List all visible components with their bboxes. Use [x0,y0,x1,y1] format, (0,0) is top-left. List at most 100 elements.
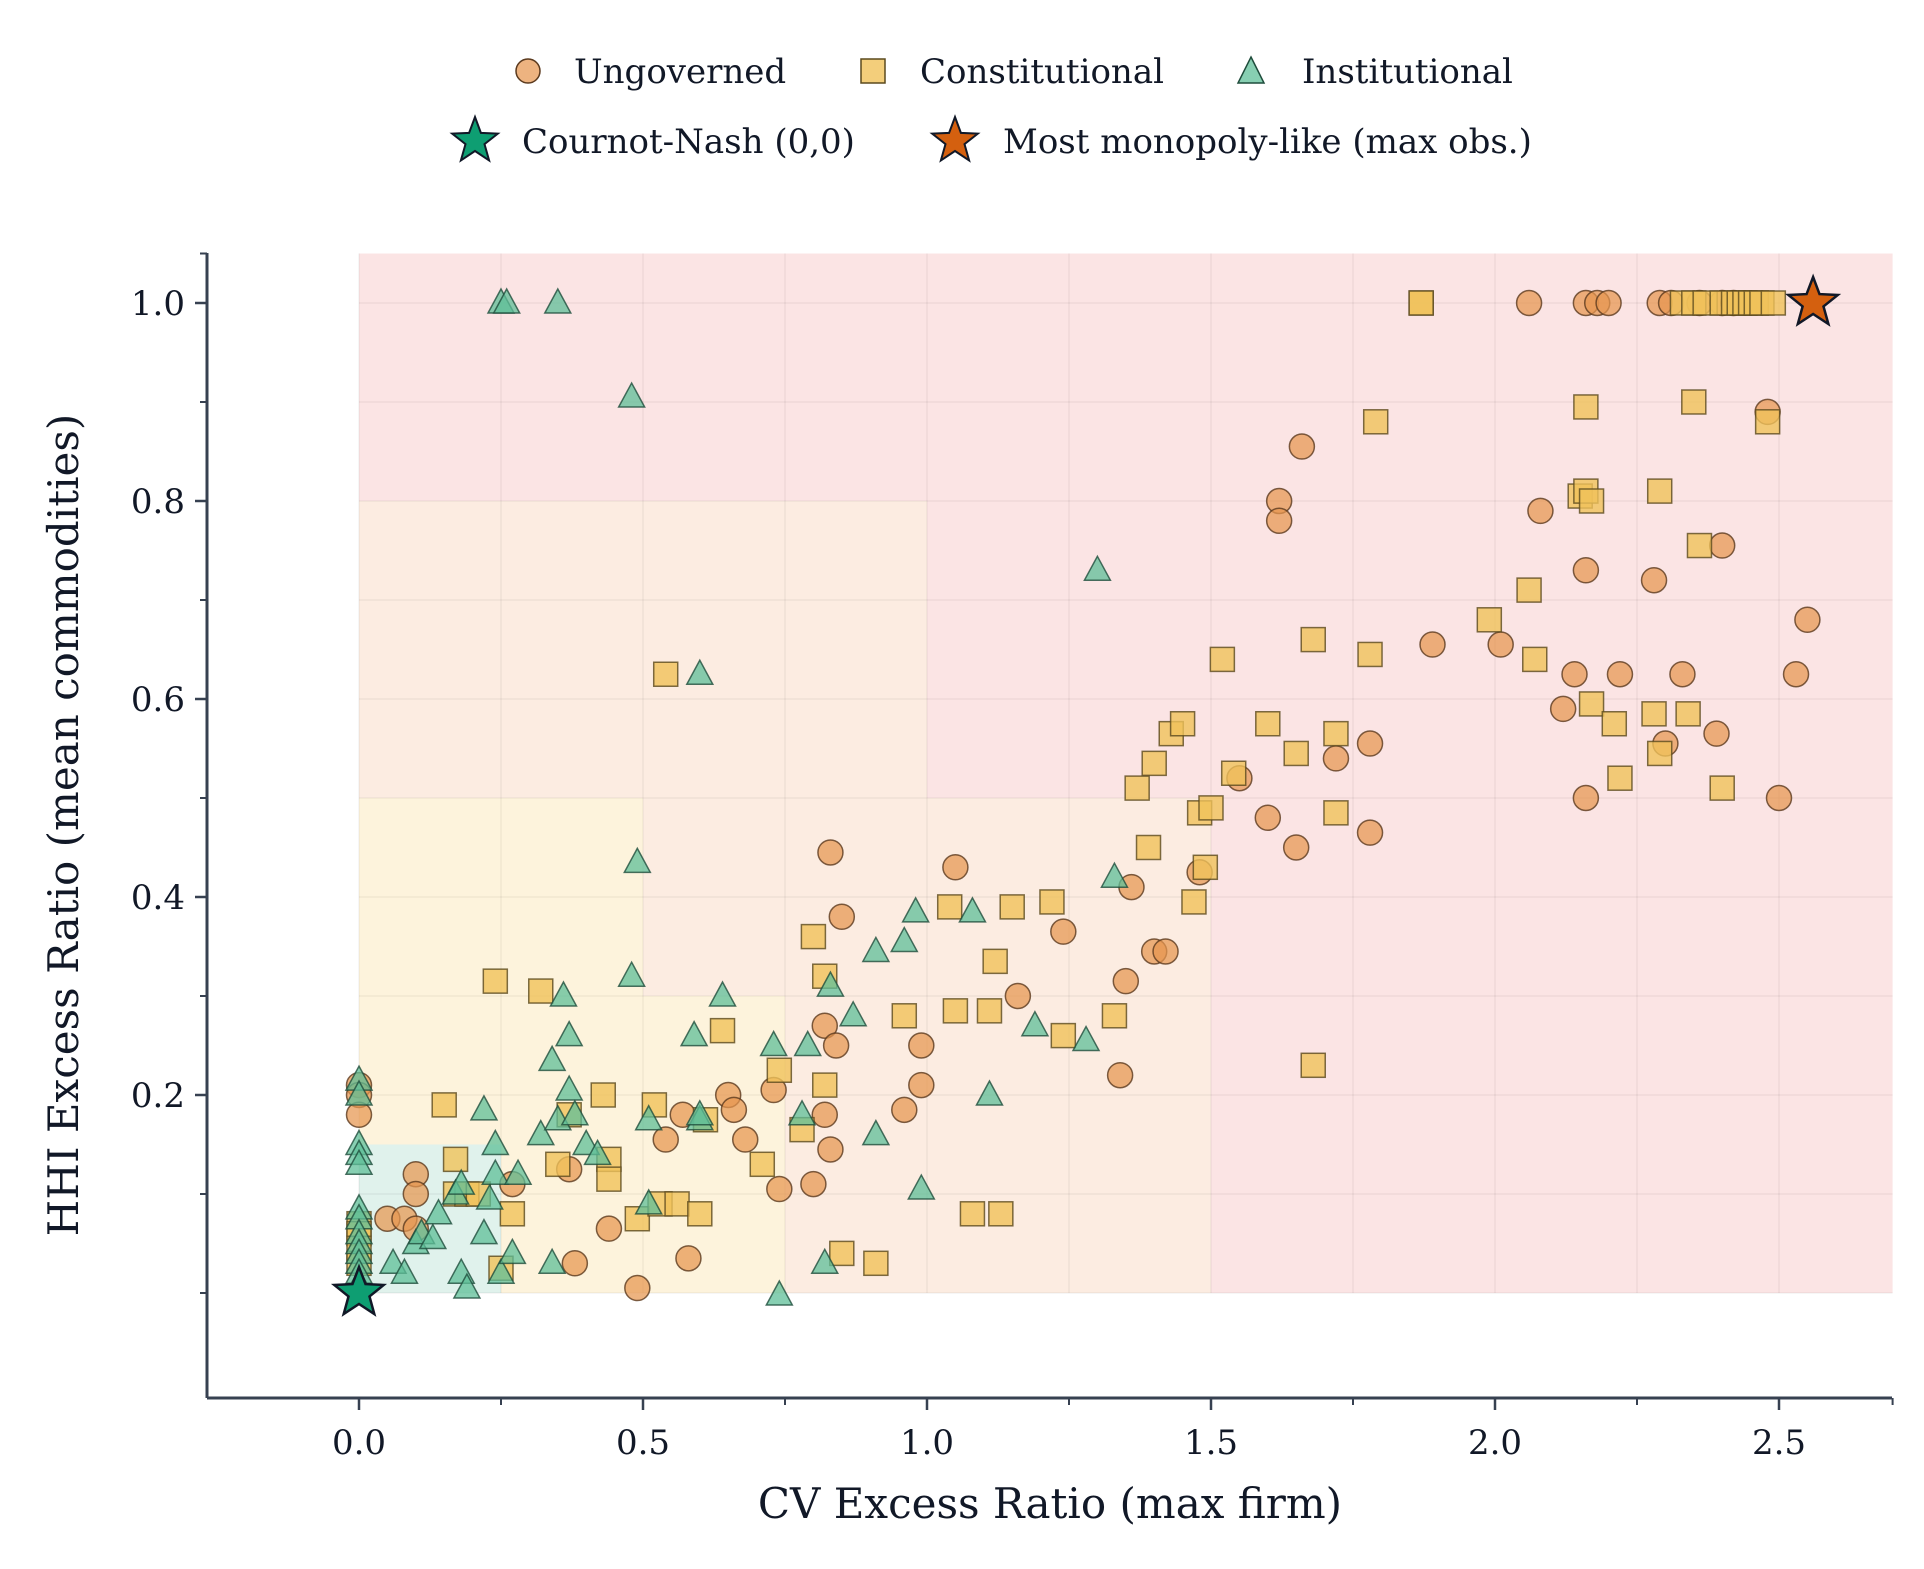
point-institutional [344,1079,374,1106]
point-institutional [1083,554,1112,582]
point-ungoverned [1708,532,1736,559]
point-ungoverned [595,1215,623,1242]
legend-label-cournot-nash: Cournot-Nash (0,0) [522,122,855,162]
point-constitutional [1039,889,1065,915]
point-ungoverned [828,903,856,931]
point-ungoverned [1640,566,1668,594]
axes: 0.0 0.5 1.0 1.5 2.0 2.5 0.2 0.4 0.6 0.8 1.0 [131,252,1894,1463]
point-constitutional [1760,290,1787,316]
y-tick-label: 0.8 [131,482,185,522]
point-constitutional [1607,765,1633,791]
y-tick-label: 0.6 [131,680,185,720]
point-constitutional [1578,488,1605,514]
point-constitutional [1255,711,1281,737]
point-institutional [838,1000,868,1027]
point-institutional [787,1099,817,1126]
region-orange [359,501,927,798]
point-ungoverned [811,1012,839,1039]
point-constitutional [709,1017,736,1044]
point-constitutional [652,661,679,687]
point-institutional [469,1218,499,1245]
star-cournot-nash [330,1263,388,1317]
point-constitutional [1323,720,1349,747]
point-institutional [861,935,891,963]
point-institutional [424,1198,453,1225]
y-axis-label: HHI Excess Ratio (mean commodities) [39,414,88,1237]
point-constitutional [1573,394,1599,420]
point-institutional [554,1020,584,1047]
point-ungoverned [817,839,844,866]
point-constitutional [1646,478,1673,504]
point-ungoverned [1004,982,1032,1010]
x-ticks: 0.0 0.5 1.0 1.5 2.0 2.5 [332,1398,1894,1463]
point-constitutional [482,968,509,994]
point-ungoverned [822,1032,850,1059]
point-constitutional [1192,854,1219,881]
point-constitutional [431,1092,457,1118]
point-constitutional [1408,290,1434,316]
point-constitutional [1754,409,1781,435]
point-constitutional [596,1166,622,1192]
point-constitutional [1283,740,1309,767]
point-institutional [537,1247,567,1275]
point-institutional [554,1074,584,1101]
point-ungoverned [891,1096,918,1124]
point-constitutional [936,894,963,920]
point-institutional [469,1094,499,1121]
point-institutional [810,1247,840,1275]
point-institutional [560,1099,590,1126]
point-institutional [634,1188,663,1215]
point-constitutional [1135,834,1162,861]
point-ungoverned [1572,784,1600,812]
point-institutional [685,1099,715,1126]
point-institutional [759,1029,788,1057]
point-ungoverned [731,1126,759,1153]
point-institutional [481,1158,510,1185]
point-institutional [543,287,573,314]
y-tick-label: 0.2 [131,1076,185,1116]
legend-marker-institutional [1236,55,1266,84]
point-ungoverned [1112,967,1140,995]
point-constitutional [1220,760,1247,786]
point-ungoverned [1152,938,1179,965]
star-most-monopoly-like [1785,273,1842,327]
point-constitutional [988,1201,1014,1227]
point-institutional [617,381,646,408]
point-ungoverned [908,1071,935,1099]
point-constitutional [1641,701,1667,727]
x-axis-label: CV Excess Ratio (max firm) [758,1479,1342,1528]
point-institutional [958,896,987,923]
point-constitutional [999,894,1025,920]
point-constitutional [1198,795,1224,821]
point-constitutional [1522,646,1548,673]
point-constitutional [442,1146,469,1173]
point-ungoverned [942,854,969,881]
point-ungoverned [817,1136,844,1163]
x-tick-label: 0.5 [616,1423,670,1463]
point-ungoverned [1606,661,1634,688]
legend-marker-cournot-nash [449,114,501,163]
point-institutional [583,1138,612,1166]
point-constitutional [1646,740,1673,767]
y-ticks: 0.2 0.4 0.6 0.8 1.0 [131,252,207,1294]
point-institutional [492,287,521,314]
x-tick-label: 2.5 [1752,1423,1806,1463]
point-constitutional [687,1201,713,1227]
x-tick-label: 2.0 [1468,1423,1522,1463]
point-constitutional [664,1191,690,1217]
legend-marker-most-monopoly-like [929,114,981,163]
point-institutional [418,1222,448,1250]
point-ungoverned [624,1274,651,1302]
point-ungoverned [1794,606,1821,634]
point-ungoverned [652,1126,679,1153]
point-institutional [481,1128,510,1156]
point-ungoverned [800,1170,827,1198]
point-constitutional [1516,577,1542,603]
point-constitutional [829,1240,855,1267]
point-ungoverned [1765,784,1793,812]
point-institutional [634,1104,663,1131]
point-constitutional [1686,532,1713,559]
point-institutional [486,1257,516,1284]
point-constitutional [1362,409,1389,435]
